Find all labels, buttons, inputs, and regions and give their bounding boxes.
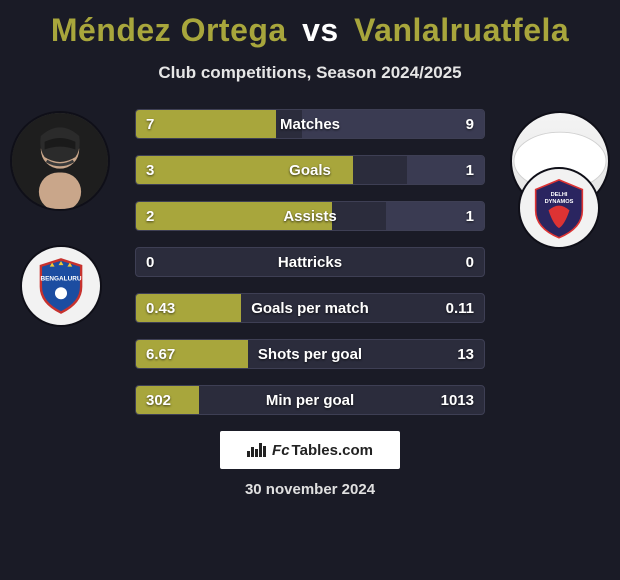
footer-date: 30 november 2024 bbox=[0, 481, 620, 498]
club-left-crest: BENGALURU bbox=[20, 245, 102, 327]
stat-row: 00Hattricks bbox=[135, 247, 485, 277]
svg-text:DELHI: DELHI bbox=[551, 192, 568, 198]
svg-text:DYNAMOS: DYNAMOS bbox=[545, 199, 574, 205]
comparison-title: Méndez Ortega vs Vanlalruatfela bbox=[0, 0, 620, 49]
club-right-crest: DELHI DYNAMOS bbox=[518, 167, 600, 249]
stat-label: Goals bbox=[136, 156, 484, 184]
stat-row: 6.6713Shots per goal bbox=[135, 339, 485, 369]
player-left-avatar bbox=[10, 111, 110, 211]
player-left-name: Méndez Ortega bbox=[51, 12, 287, 48]
comparison-panel: BENGALURU DELHI DYNAMOS 79Matches 31Goals… bbox=[0, 109, 620, 415]
brand-card[interactable]: FcTables.com bbox=[220, 431, 400, 469]
brand-name: Tables.com bbox=[292, 442, 373, 459]
player-right-name: Vanlalruatfela bbox=[354, 12, 569, 48]
stat-row: 31Goals bbox=[135, 155, 485, 185]
brand-prefix: Fc bbox=[272, 442, 290, 459]
stat-label: Goals per match bbox=[136, 294, 484, 322]
stat-label: Assists bbox=[136, 202, 484, 230]
club-left-name: BENGALURU bbox=[40, 275, 81, 282]
stat-label: Matches bbox=[136, 110, 484, 138]
stat-label: Hattricks bbox=[136, 248, 484, 276]
subtitle: Club competitions, Season 2024/2025 bbox=[0, 63, 620, 83]
stat-row: 21Assists bbox=[135, 201, 485, 231]
stats-bars: 79Matches 31Goals 21Assists 00Hattricks 0.43… bbox=[135, 109, 485, 415]
stat-label: Shots per goal bbox=[136, 340, 484, 368]
stat-row: 0.430.11Goals per match bbox=[135, 293, 485, 323]
stat-row: 79Matches bbox=[135, 109, 485, 139]
vs-label: vs bbox=[302, 12, 339, 48]
stat-label: Min per goal bbox=[136, 386, 484, 414]
bar-chart-icon bbox=[247, 443, 266, 457]
stat-row: 3021013Min per goal bbox=[135, 385, 485, 415]
